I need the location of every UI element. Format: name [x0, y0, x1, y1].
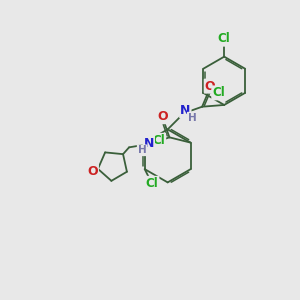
Text: N: N	[180, 104, 190, 117]
Text: Cl: Cl	[146, 177, 158, 190]
Text: H: H	[138, 145, 146, 155]
Text: O: O	[157, 110, 168, 123]
Text: O: O	[205, 80, 215, 93]
Text: Cl: Cl	[218, 32, 231, 46]
Text: N: N	[144, 137, 154, 150]
Text: Cl: Cl	[212, 86, 225, 99]
Text: O: O	[87, 165, 98, 178]
Text: H: H	[188, 112, 197, 123]
Text: Cl: Cl	[152, 134, 165, 147]
